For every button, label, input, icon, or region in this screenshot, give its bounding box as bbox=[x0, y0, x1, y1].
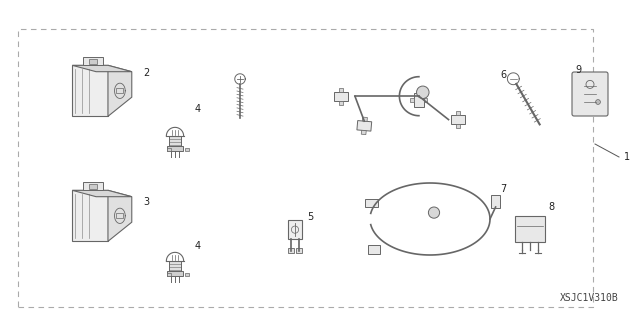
Polygon shape bbox=[339, 88, 343, 92]
Polygon shape bbox=[334, 92, 348, 101]
Text: 2: 2 bbox=[143, 68, 149, 78]
Bar bbox=[288, 248, 294, 253]
Polygon shape bbox=[72, 190, 108, 241]
Bar bbox=[83, 182, 103, 190]
Polygon shape bbox=[108, 65, 132, 116]
Text: 7: 7 bbox=[500, 184, 506, 194]
FancyBboxPatch shape bbox=[572, 72, 608, 116]
Polygon shape bbox=[456, 111, 460, 115]
Polygon shape bbox=[492, 195, 500, 208]
Bar bbox=[167, 271, 183, 276]
Text: 8: 8 bbox=[548, 202, 554, 212]
Bar bbox=[18, 29, 593, 307]
Text: 9: 9 bbox=[575, 65, 581, 75]
Bar bbox=[168, 261, 182, 271]
Polygon shape bbox=[410, 98, 414, 102]
Text: 4: 4 bbox=[195, 241, 201, 251]
Polygon shape bbox=[414, 93, 424, 107]
Polygon shape bbox=[357, 121, 372, 131]
Bar bbox=[288, 220, 302, 239]
Polygon shape bbox=[456, 124, 460, 128]
Bar bbox=[89, 183, 97, 189]
Text: 3: 3 bbox=[143, 197, 149, 207]
Polygon shape bbox=[451, 115, 465, 124]
Bar bbox=[116, 88, 124, 93]
Polygon shape bbox=[365, 199, 378, 207]
Bar bbox=[185, 273, 189, 276]
Polygon shape bbox=[72, 65, 108, 116]
Text: 6: 6 bbox=[500, 70, 506, 80]
Polygon shape bbox=[367, 245, 380, 254]
Bar bbox=[515, 216, 545, 242]
Circle shape bbox=[417, 86, 429, 99]
Polygon shape bbox=[339, 101, 343, 105]
Bar bbox=[83, 57, 103, 65]
Polygon shape bbox=[362, 117, 367, 122]
Text: 4: 4 bbox=[195, 104, 201, 114]
Text: XSJC1V310B: XSJC1V310B bbox=[560, 293, 619, 303]
Polygon shape bbox=[72, 65, 132, 72]
Circle shape bbox=[596, 100, 600, 104]
Polygon shape bbox=[424, 98, 428, 102]
Polygon shape bbox=[72, 190, 132, 197]
Bar bbox=[168, 136, 182, 146]
Bar bbox=[296, 248, 302, 253]
Text: 1: 1 bbox=[624, 152, 630, 162]
Text: 5: 5 bbox=[307, 212, 313, 222]
Polygon shape bbox=[108, 190, 132, 241]
Bar bbox=[167, 148, 172, 151]
Bar bbox=[167, 273, 172, 276]
Bar bbox=[116, 213, 124, 219]
Polygon shape bbox=[361, 130, 366, 135]
Circle shape bbox=[428, 207, 440, 218]
Bar bbox=[167, 146, 183, 151]
Bar bbox=[185, 148, 189, 151]
Bar bbox=[89, 58, 97, 63]
